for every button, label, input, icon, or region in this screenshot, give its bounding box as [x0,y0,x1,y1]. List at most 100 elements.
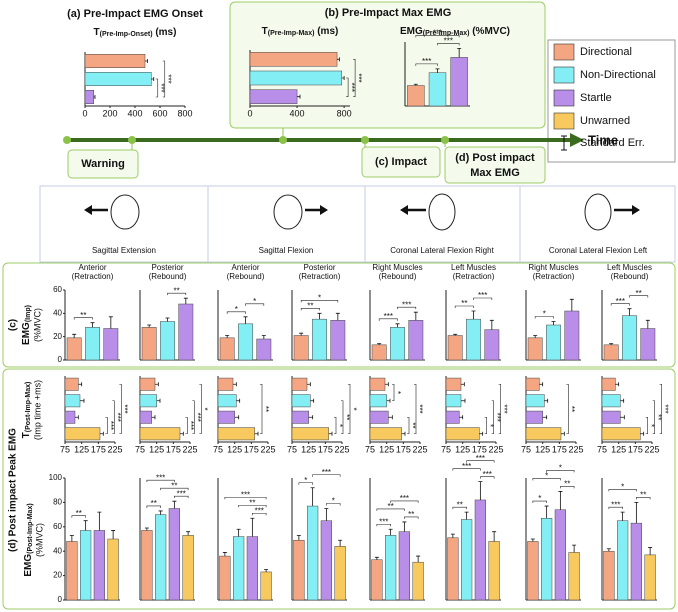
significance-bracket [167,292,187,296]
error-bar [147,324,152,328]
bar [630,522,642,601]
significance-label: ** [80,311,86,320]
significance-bracket [326,503,341,506]
warning-box [67,149,139,179]
significance-bracket [155,78,159,98]
bar [407,85,425,107]
bar [84,54,146,68]
significance-label: * [621,483,624,492]
error-bar [186,531,191,536]
bar [622,315,637,361]
significance-label: ** [564,480,570,489]
bar [564,310,580,361]
significance-label: * [349,407,358,410]
error-bar [335,312,340,321]
head [273,194,303,230]
significance-label: * [332,497,335,506]
significance-label: *** [347,83,356,92]
error-bar [234,415,240,420]
significance-label: *** [354,73,363,82]
significance-bracket [300,308,320,311]
significance-bracket [71,515,86,518]
bar [249,52,338,67]
error-bar [530,538,535,542]
significance-label: ** [457,500,463,509]
significance-bracket [452,506,467,510]
significance-label: *** [120,404,129,413]
x-tick-label: 225 [260,444,275,454]
chart-title: (a) Pre-Impact EMG Onset [67,8,203,20]
bar [412,561,424,601]
panel-subtitle: Anterior [231,263,259,272]
bar [369,377,386,391]
row-label: (d) Post impact Peak EMG [8,428,19,552]
significance-label: *** [106,421,115,430]
row-axis-label: EMG(Imp) [21,305,32,345]
bar [371,344,387,361]
y-tick-label: 0 [58,355,63,364]
bar [484,329,500,361]
arrow-head [84,205,92,215]
error-bar [222,552,227,557]
error-bar [233,382,237,387]
error-bar [609,343,614,345]
bar [398,531,410,601]
significance-bracket [480,476,495,479]
significance-label: *** [462,462,471,471]
x-tick-label: 125 [74,444,89,454]
error-bar [453,333,458,336]
x-tick-label: 800 [337,108,352,118]
x-tick-label: 225 [644,444,659,454]
row-axis-unit: (%MVC) [32,308,42,342]
error-bar [297,94,301,99]
bar [238,323,253,361]
view-label: Coronal Lateral Flexion Left [549,246,648,255]
bar [260,571,272,601]
error-bar [377,343,382,345]
bar [217,394,237,408]
post-label: Max EMG [470,167,520,179]
bar [219,555,231,601]
x-tick-label: 75 [213,444,223,454]
head [110,194,140,230]
bar [139,427,181,441]
significance-bracket [608,506,623,510]
significance-label: *** [415,404,424,413]
bar [450,57,468,107]
x-tick-label: 75 [60,444,70,454]
bar [80,530,92,601]
bar [256,338,272,361]
x-tick-label: 125 [611,444,626,454]
y-tick-label: 60 [53,285,62,294]
error-bar [374,556,379,560]
significance-bracket [498,383,501,435]
error-bar [551,321,556,325]
error-bar [180,431,184,436]
error-bar [395,323,400,328]
significance-bracket [245,303,265,306]
significance-bracket [404,516,419,519]
significance-label: ** [151,499,157,508]
bar [474,499,486,601]
x-tick-label: 75 [597,444,607,454]
bar [139,410,152,424]
significance-bracket [491,400,494,435]
significance-label: ** [654,414,663,420]
bar [541,518,553,601]
significance-label: *** [322,468,331,477]
axis-title-part: (Pre-Imp-Max) [423,30,470,37]
error-bar [328,431,333,436]
row-d-box [2,368,676,610]
error-bar [544,505,549,519]
axis-title-part: (ms) [314,26,338,37]
significance-bracket [415,63,438,66]
error-bar [542,415,548,420]
time-label: Time [588,132,618,147]
panel-subtitle: (Retraction) [72,272,114,281]
bar [85,327,100,361]
significance-label: *** [493,413,502,422]
error-bar [72,333,77,338]
x-tick-label: 0 [247,108,252,118]
bar [640,328,656,361]
significance-bracket [312,474,341,477]
